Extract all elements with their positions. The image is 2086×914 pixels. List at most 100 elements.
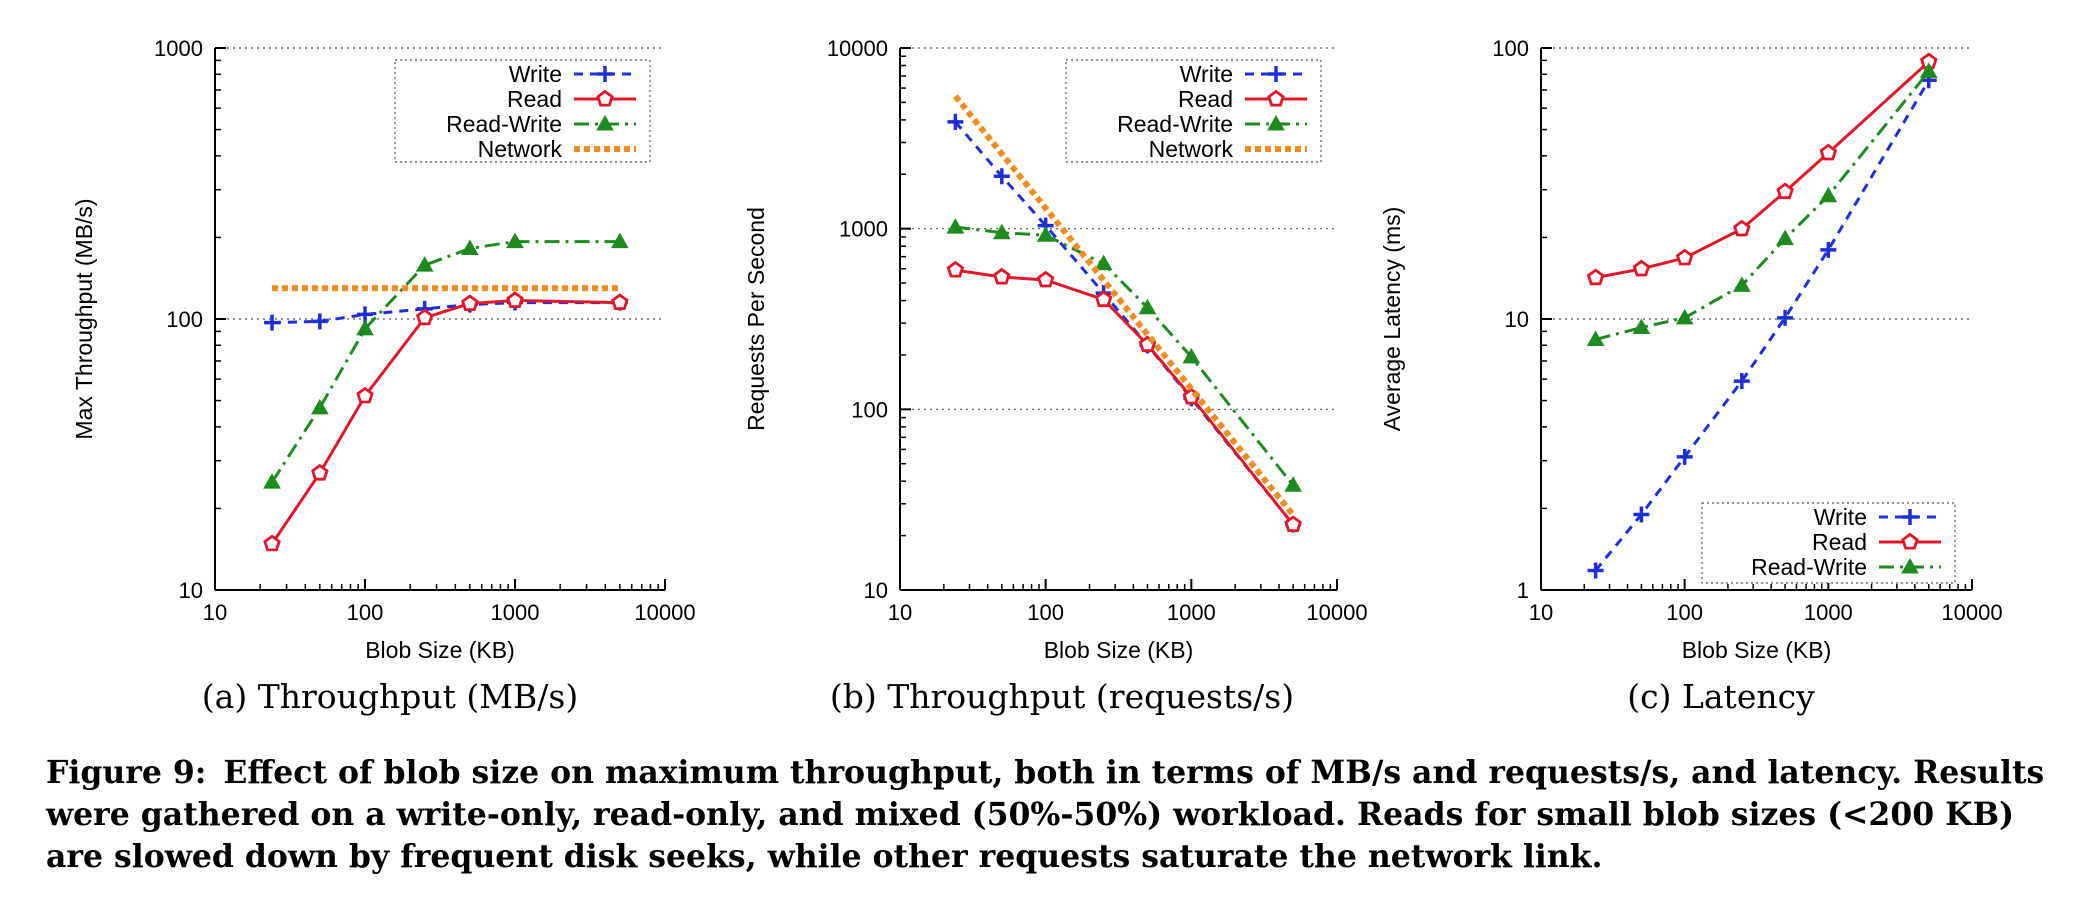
y-axis-label: Max Throughput (MB/s)	[71, 198, 97, 439]
figure-caption: Figure 9: Effect of blob size on maximum…	[46, 752, 2046, 878]
x-tick-label: 10000	[1941, 600, 2002, 625]
data-point-read	[263, 534, 281, 552]
data-point-read_write	[1284, 476, 1303, 492]
chart-panel-2: 10 100 1000 10000 10 100 1000 10000 Blob Size (K…	[743, 36, 1368, 716]
legend-label: Read	[1178, 86, 1233, 112]
data-point-write	[1676, 448, 1693, 465]
legend-box	[394, 59, 651, 163]
x-tick-label: 1000	[1804, 600, 1853, 625]
x-tick-label: 1000	[1167, 600, 1216, 625]
data-point-read_write	[356, 319, 374, 336]
data-point-read_write	[1182, 347, 1201, 364]
data-point-read_write	[415, 256, 434, 272]
data-point-read	[611, 293, 629, 311]
data-point-read_write	[1036, 226, 1055, 242]
y-axis-label: Average Latency (ms)	[1379, 207, 1405, 432]
y-tick-label: 1000	[154, 36, 203, 61]
y-tick-label: 100	[851, 397, 888, 422]
legend-marker-write	[1268, 66, 1284, 82]
caption-label: Figure 9:	[46, 754, 207, 791]
data-point-read_write	[1632, 318, 1651, 335]
data-point-write	[264, 314, 281, 331]
series-line-read_write	[1595, 70, 1930, 341]
data-point-read_write	[460, 239, 479, 256]
y-tick-label: 10	[179, 578, 203, 603]
data-point-read	[461, 294, 479, 312]
x-tick-label: 100	[1027, 600, 1064, 625]
data-point-read_write	[992, 223, 1011, 240]
legend-marker-write	[1902, 509, 1918, 525]
y-axis-label: Requests Per Second	[743, 207, 769, 431]
data-point-write	[1587, 562, 1604, 579]
data-point-write	[1733, 373, 1750, 390]
charts-canvas: 10 100 1000 10000 10 100 1000 Blob Size (KB) Max…	[71, 36, 2003, 716]
x-tick-label: 100	[1666, 600, 1703, 625]
data-point-read_write	[1586, 330, 1605, 347]
x-tick-label: 10	[888, 600, 912, 625]
series-line-read	[1595, 60, 1930, 280]
data-point-read_write	[1819, 186, 1838, 203]
y-tick-label: 10	[1505, 307, 1529, 332]
legend-label: Network	[478, 136, 563, 162]
data-point-read	[1094, 290, 1113, 308]
data-point-read_write	[1776, 229, 1794, 246]
y-tick-label: 10000	[827, 36, 888, 61]
x-tick-label: 10000	[634, 600, 695, 625]
data-point-read	[1819, 143, 1838, 161]
data-point-read_write	[1094, 254, 1113, 271]
legend-box	[1065, 59, 1322, 163]
data-point-read_write	[610, 232, 629, 249]
x-tick-label: 10000	[1306, 600, 1367, 625]
x-axis-label: Blob Size (KB)	[365, 637, 515, 663]
data-point-write	[1633, 506, 1650, 523]
x-tick-label: 10	[203, 600, 227, 625]
legend-marker-read_write	[596, 114, 614, 131]
legend-label: Write	[509, 61, 562, 87]
x-axis-label: Blob Size (KB)	[1044, 637, 1194, 663]
data-point-write	[947, 113, 964, 130]
data-point-read_write	[310, 398, 329, 415]
series-line-read_write	[270, 240, 620, 484]
data-point-read_write	[946, 218, 965, 234]
legend-marker-read	[1901, 532, 1919, 550]
data-point-read	[1733, 219, 1751, 237]
data-point-read	[1036, 270, 1055, 288]
data-point-read	[415, 308, 434, 326]
subcaption: (c) Latency	[1627, 677, 1815, 716]
y-tick-label: 100	[1492, 36, 1529, 61]
data-point-read	[1776, 182, 1794, 200]
legend-label: Read-Write	[1751, 554, 1867, 580]
series-line-read	[270, 299, 620, 545]
y-tick-label: 10	[864, 578, 888, 603]
legend-marker-read	[596, 89, 614, 107]
legend-label: Read	[1812, 529, 1867, 555]
y-tick-label: 1000	[839, 217, 888, 242]
legend-marker-read	[1267, 89, 1285, 107]
x-tick-label: 100	[347, 600, 384, 625]
x-axis-label: Blob Size (KB)	[1682, 637, 1832, 663]
data-point-read	[311, 463, 329, 481]
data-point-read	[1586, 268, 1605, 286]
legend-marker-write	[597, 66, 613, 82]
data-point-write	[311, 313, 328, 330]
legend-label: Network	[1149, 136, 1234, 162]
chart-panel-1: 10 100 1000 10000 10 100 1000 Blob Size (KB) Max…	[71, 36, 696, 716]
legend-marker-read_write	[1267, 114, 1285, 131]
data-point-read	[1675, 248, 1694, 266]
data-point-read_write	[1919, 62, 1938, 78]
caption-text: Effect of blob size on maximum throughpu…	[46, 754, 2045, 875]
data-point-read	[1632, 259, 1651, 277]
data-point-read_write	[506, 232, 524, 249]
data-point-read_write	[1732, 276, 1751, 292]
x-tick-label: 10	[1529, 600, 1553, 625]
data-point-read_write	[1138, 298, 1157, 315]
data-point-write	[1777, 309, 1794, 326]
y-tick-label: 100	[166, 307, 203, 332]
data-point-read	[946, 260, 965, 278]
data-point-read_write	[1675, 308, 1694, 325]
legend-label: Write	[1180, 61, 1233, 87]
